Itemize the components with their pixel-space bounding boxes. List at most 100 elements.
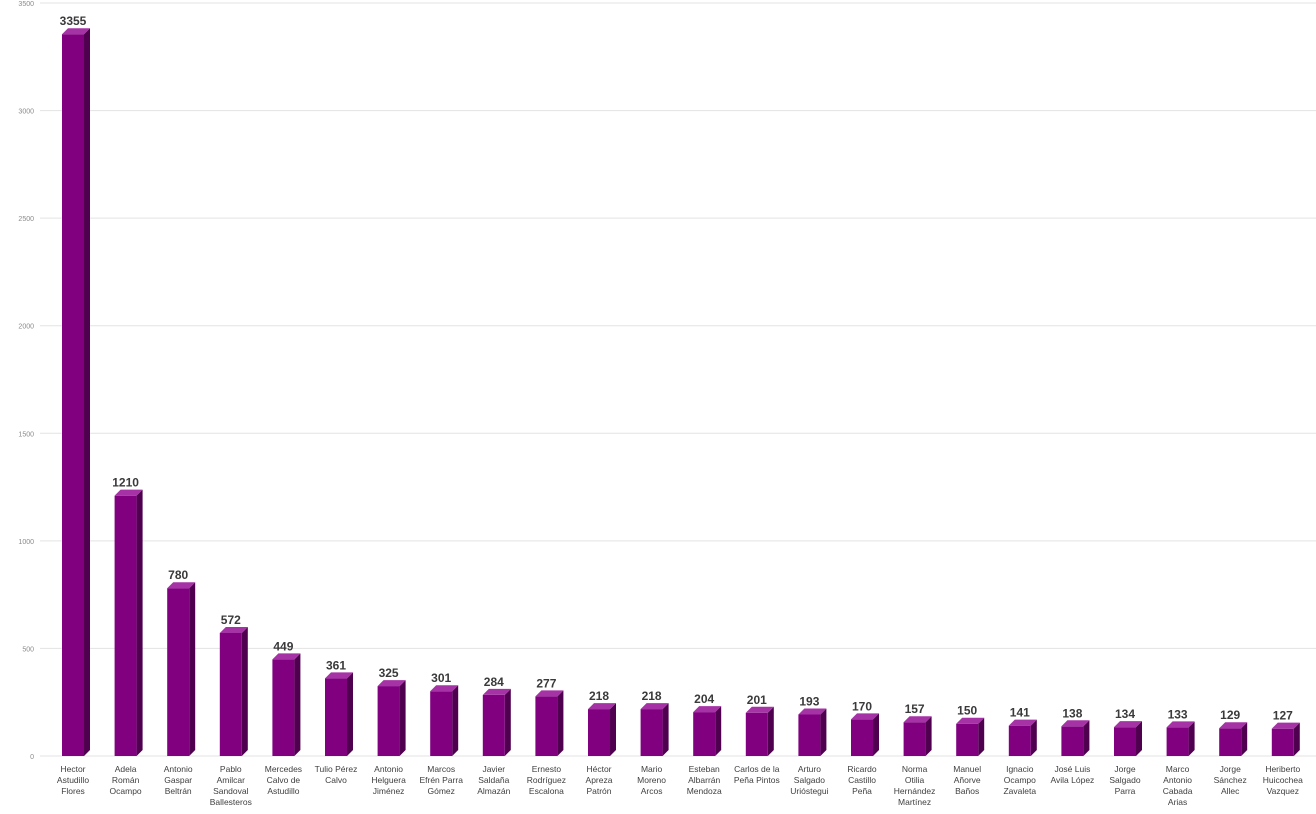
bar-top bbox=[851, 713, 879, 720]
category-label-line: Allec bbox=[1221, 786, 1240, 796]
bar-side bbox=[189, 582, 196, 756]
category-label-line: Ignacio bbox=[1006, 764, 1034, 774]
category-label-line: Almazán bbox=[477, 786, 510, 796]
category-label-line: Arias bbox=[1168, 797, 1187, 807]
bar-front bbox=[851, 719, 873, 756]
bar-top bbox=[482, 688, 511, 695]
bar-top bbox=[745, 706, 774, 713]
bar bbox=[482, 688, 511, 756]
bar-side bbox=[136, 489, 143, 756]
category-label-line: José Luis bbox=[1054, 764, 1090, 774]
data-labels: 3355 1210 780 572 449 361 325 301 284 277 218 218 20… bbox=[60, 14, 1293, 722]
bar bbox=[693, 706, 722, 756]
category-label-line: Helguera bbox=[371, 775, 406, 785]
bar-side bbox=[347, 672, 353, 756]
bar-top bbox=[588, 703, 616, 710]
bar-top bbox=[956, 717, 985, 724]
bar-front bbox=[535, 696, 558, 756]
category-label: Ernesto Rodríguez Escalona bbox=[527, 764, 566, 796]
category-label-line: Zavaleta bbox=[1003, 786, 1036, 796]
bar-top bbox=[798, 708, 827, 715]
bar-top bbox=[1114, 721, 1142, 728]
bar-side bbox=[294, 653, 301, 756]
bar-side bbox=[241, 626, 248, 756]
bar-side bbox=[610, 703, 616, 756]
bar-side bbox=[978, 717, 985, 756]
bar-front bbox=[325, 678, 347, 756]
bar-top bbox=[325, 672, 353, 679]
category-label-line: Avila López bbox=[1051, 775, 1095, 785]
bar-side bbox=[1293, 722, 1300, 756]
bar bbox=[588, 703, 616, 756]
data-label: 325 bbox=[379, 666, 399, 680]
bar bbox=[640, 703, 669, 756]
bar-side bbox=[1030, 719, 1037, 756]
bar-front bbox=[956, 723, 979, 756]
bar-side bbox=[84, 28, 90, 756]
gridlines bbox=[40, 2, 1316, 757]
bar bbox=[62, 28, 90, 756]
bar-side bbox=[399, 680, 406, 756]
bar-front bbox=[1008, 725, 1031, 756]
data-label: 150 bbox=[957, 704, 977, 718]
bar-front bbox=[903, 722, 926, 756]
category-label: Mercedes Calvo de Astudillo bbox=[265, 764, 302, 796]
category-label: Antonio Helguera Jiménez bbox=[371, 764, 406, 796]
bar-top bbox=[272, 653, 301, 660]
bar-top bbox=[219, 626, 248, 633]
bar-front bbox=[1166, 727, 1189, 756]
bar-front bbox=[798, 714, 821, 756]
data-label: 361 bbox=[326, 658, 346, 672]
category-label: Mario Moreno Arcos bbox=[637, 764, 666, 796]
bars bbox=[62, 28, 1300, 756]
data-label: 133 bbox=[1168, 707, 1188, 721]
category-label-line: Cabada bbox=[1163, 786, 1193, 796]
bar-front bbox=[167, 588, 190, 756]
category-label-line: Ernesto bbox=[532, 764, 562, 774]
bar-front bbox=[640, 709, 663, 756]
bar bbox=[851, 713, 879, 756]
category-label-line: Sánchez bbox=[1214, 775, 1247, 785]
bar-top bbox=[114, 489, 143, 496]
category-label-line: Castillo bbox=[848, 775, 876, 785]
category-label-line: Efrén Parra bbox=[419, 775, 463, 785]
bar-top bbox=[430, 685, 459, 692]
category-label: Manuel Añorve Baños bbox=[953, 764, 981, 796]
bar bbox=[1114, 721, 1142, 756]
bar-front bbox=[430, 691, 453, 756]
y-tick-label: 500 bbox=[22, 646, 34, 653]
category-label: Hector Astudillo Flores bbox=[57, 764, 89, 796]
bar bbox=[956, 717, 985, 756]
bar-top bbox=[167, 582, 196, 589]
bar bbox=[745, 706, 774, 756]
data-label: 141 bbox=[1010, 706, 1030, 720]
category-label-line: Escalona bbox=[529, 786, 564, 796]
category-label-line: Manuel bbox=[953, 764, 981, 774]
data-label: 134 bbox=[1115, 707, 1135, 721]
bar-side bbox=[1083, 720, 1090, 756]
bar-top bbox=[903, 716, 932, 723]
category-label: Tulio Pérez Calvo bbox=[315, 764, 358, 785]
category-label-line: Ocampo bbox=[110, 786, 142, 796]
bar-top bbox=[1271, 722, 1300, 729]
category-label-line: Antonio bbox=[164, 764, 193, 774]
bar-front bbox=[482, 694, 505, 756]
category-label-line: Ocampo bbox=[1004, 775, 1036, 785]
bar bbox=[219, 626, 248, 756]
data-label: 193 bbox=[799, 694, 819, 708]
bar bbox=[798, 708, 827, 756]
category-label-line: Héctor bbox=[586, 764, 611, 774]
bar-front bbox=[1114, 727, 1136, 756]
data-label: 218 bbox=[589, 689, 609, 703]
category-label-line: Parra bbox=[1115, 786, 1136, 796]
y-tick-label: 2000 bbox=[18, 324, 34, 331]
category-label-line: Ricardo bbox=[847, 764, 877, 774]
data-label: 572 bbox=[221, 613, 241, 627]
y-tick-label: 2500 bbox=[18, 216, 34, 223]
category-label-line: Hector bbox=[60, 764, 85, 774]
category-label: Héctor Apreza Patrón bbox=[586, 764, 613, 796]
category-label-line: Adela bbox=[115, 764, 137, 774]
category-label-line: Rodríguez bbox=[527, 775, 566, 785]
bar-front bbox=[62, 34, 84, 756]
